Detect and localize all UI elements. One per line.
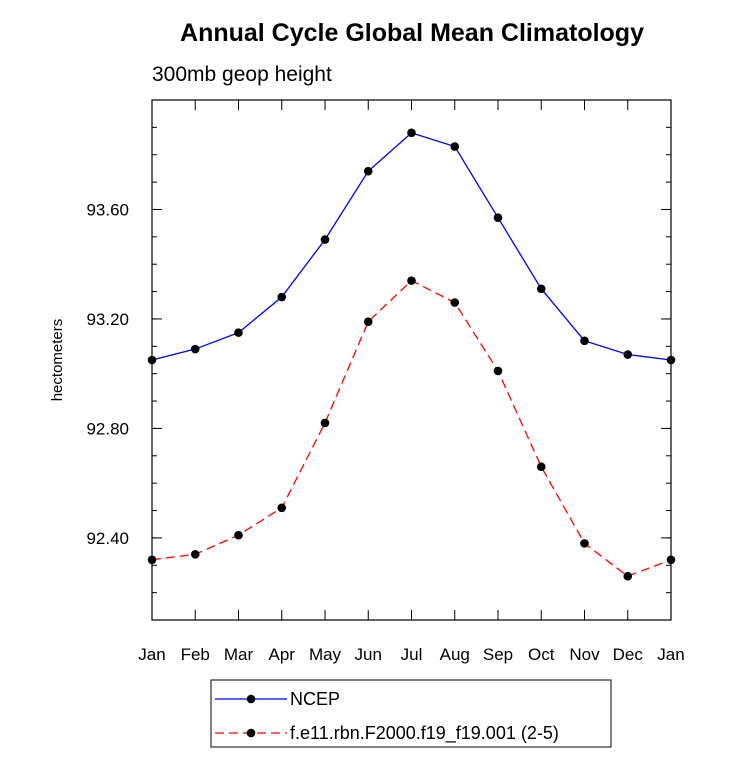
series-2-point bbox=[493, 366, 503, 376]
x-tick-label: Jan bbox=[657, 645, 684, 664]
series-2-point bbox=[450, 298, 460, 307]
series-1-point bbox=[190, 344, 200, 354]
x-tick-label: Nov bbox=[569, 645, 600, 664]
series-2-point bbox=[277, 503, 287, 513]
series-line-2 bbox=[151, 279, 672, 577]
series-layer bbox=[147, 128, 676, 581]
y-tick-label: 93.20 bbox=[86, 310, 129, 329]
legend-label-2: f.e11.rbn.F2000.f19_f19.001 (2-5) bbox=[290, 723, 559, 744]
x-tick-label: May bbox=[309, 645, 342, 664]
x-tick-label: Jun bbox=[355, 645, 382, 664]
x-tick-label: Feb bbox=[181, 645, 210, 664]
series-1-point bbox=[580, 336, 589, 346]
y-tick-label: 93.60 bbox=[86, 200, 129, 219]
series-1-point bbox=[666, 355, 676, 365]
legend: NCEP f.e11.rbn.F2000.f19_f19.001 (2-5) bbox=[210, 679, 612, 748]
series-2-point bbox=[666, 555, 676, 565]
legend-marker-2 bbox=[246, 728, 256, 738]
series-2-point bbox=[580, 539, 589, 548]
x-tick-label: Jul bbox=[401, 645, 423, 664]
x-tick-label: Oct bbox=[528, 645, 555, 664]
legend-box bbox=[210, 679, 612, 748]
y-tick-label: 92.80 bbox=[86, 419, 129, 438]
plot-frame bbox=[151, 99, 672, 621]
series-1-point bbox=[277, 292, 287, 302]
x-tick-label: Mar bbox=[224, 645, 254, 664]
series-2-point bbox=[363, 317, 373, 326]
series-1-point bbox=[450, 142, 460, 151]
series-1-point bbox=[234, 328, 243, 337]
chart-subtitle: 300mb geop height bbox=[152, 63, 332, 86]
axis-ticks: Jan Feb Mar Apr May Jun Jul Aug Sep Oct Nov Dec Jan 9… bbox=[86, 99, 685, 664]
series-2-point bbox=[623, 571, 633, 581]
x-tick-label: Dec bbox=[613, 645, 644, 664]
series-1-point bbox=[493, 213, 503, 222]
x-tick-label: Sep bbox=[483, 645, 513, 664]
series-1-point bbox=[320, 235, 330, 244]
series-1-point bbox=[536, 284, 546, 294]
x-tick-label: Aug bbox=[440, 645, 470, 664]
series-1-point bbox=[623, 350, 633, 359]
series-1-point bbox=[407, 128, 416, 138]
x-tick-label: Apr bbox=[269, 645, 296, 664]
series-2-point bbox=[407, 276, 416, 285]
series-1-point bbox=[147, 355, 157, 365]
series-2-point bbox=[536, 462, 546, 472]
series-1-point bbox=[363, 166, 373, 176]
series-line-1 bbox=[151, 132, 672, 361]
series-2-point bbox=[190, 550, 200, 559]
legend-marker-1 bbox=[246, 694, 256, 704]
series-2-point bbox=[320, 418, 330, 428]
series-2-point bbox=[147, 555, 157, 565]
y-axis-label: hectometers bbox=[49, 319, 66, 402]
x-tick-label: Jan bbox=[138, 645, 165, 664]
chart-title: Annual Cycle Global Mean Climatology bbox=[180, 19, 644, 47]
legend-label-1: NCEP bbox=[290, 689, 340, 709]
series-2-point bbox=[234, 530, 243, 540]
y-tick-label: 92.40 bbox=[86, 529, 129, 548]
